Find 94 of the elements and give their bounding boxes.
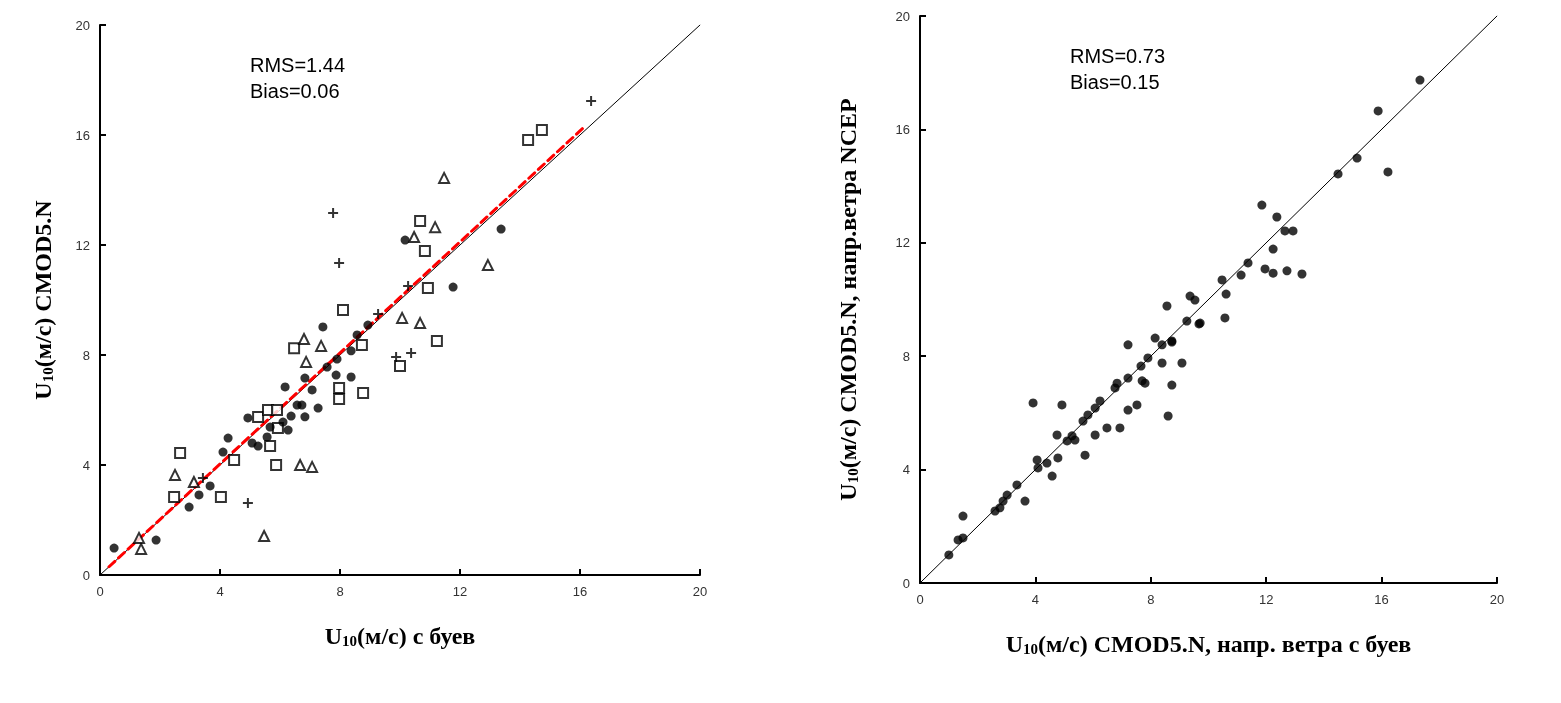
x-tick-label: 20 bbox=[692, 584, 708, 599]
point bbox=[214, 490, 227, 503]
point bbox=[223, 433, 233, 443]
y-axis-title: U10(м/с) CMOD5.N, напр.ветра NCEP bbox=[834, 98, 861, 501]
point bbox=[535, 124, 548, 137]
x-tick-label: 0 bbox=[96, 584, 104, 599]
point bbox=[174, 446, 187, 459]
point bbox=[109, 543, 119, 553]
annotation: RMS=0.73 bbox=[1070, 45, 1166, 67]
point bbox=[400, 235, 410, 245]
point bbox=[288, 342, 301, 355]
point bbox=[448, 282, 458, 292]
point bbox=[280, 382, 290, 392]
point bbox=[418, 245, 431, 258]
point bbox=[318, 322, 328, 332]
x-tick-label: 16 bbox=[1374, 592, 1389, 607]
y-tick-label: 4 bbox=[902, 462, 910, 478]
point bbox=[151, 535, 161, 545]
point bbox=[438, 171, 451, 184]
point bbox=[333, 382, 346, 394]
point bbox=[286, 411, 296, 421]
point bbox=[346, 372, 356, 382]
point bbox=[421, 281, 434, 294]
point bbox=[264, 440, 277, 453]
x-tick-label: 16 bbox=[572, 584, 588, 599]
point bbox=[228, 454, 241, 467]
x-tick-label: 4 bbox=[1031, 592, 1040, 607]
x-tick-label: 8 bbox=[1147, 592, 1155, 607]
point bbox=[333, 393, 346, 405]
x-tick-label: 12 bbox=[452, 584, 468, 599]
x-tick-label: 8 bbox=[336, 584, 344, 599]
point bbox=[243, 413, 253, 423]
point bbox=[205, 481, 215, 491]
y-tick-label: 4 bbox=[82, 457, 90, 473]
point bbox=[315, 339, 328, 352]
point bbox=[430, 334, 443, 347]
point bbox=[429, 221, 442, 234]
point bbox=[218, 447, 228, 457]
annotation: RMS=1.44 bbox=[250, 54, 346, 76]
x-axis-title: U10(м/с) CMOD5.N, напр. ветра с буев bbox=[1005, 630, 1412, 657]
point bbox=[331, 370, 341, 380]
point bbox=[271, 404, 283, 416]
y-tick-label: 20 bbox=[75, 17, 90, 33]
annotation: Bias=0.15 bbox=[1070, 71, 1160, 93]
y-tick-label: 12 bbox=[75, 237, 90, 253]
point bbox=[522, 133, 535, 146]
x-tick-label: 4 bbox=[216, 584, 224, 599]
point bbox=[322, 362, 332, 372]
point bbox=[357, 386, 370, 399]
point bbox=[300, 355, 313, 368]
y-tick-label: 12 bbox=[895, 235, 910, 251]
point bbox=[306, 460, 319, 473]
point bbox=[270, 459, 283, 471]
point bbox=[194, 490, 204, 500]
point bbox=[352, 330, 362, 340]
point bbox=[355, 339, 368, 352]
point bbox=[307, 385, 317, 395]
x-axis-title: U10(м/с) с буев bbox=[324, 622, 476, 649]
point bbox=[313, 403, 323, 413]
point bbox=[396, 311, 409, 324]
point bbox=[297, 400, 307, 410]
point bbox=[394, 360, 406, 372]
point bbox=[300, 373, 310, 383]
point bbox=[169, 468, 181, 481]
y-axis-title: U10(м/с) CMOD5.N bbox=[29, 199, 56, 400]
y-tick-label: 8 bbox=[82, 347, 90, 363]
y-tick-label: 20 bbox=[895, 8, 910, 24]
point bbox=[298, 333, 310, 346]
point bbox=[184, 502, 194, 512]
point bbox=[283, 425, 293, 435]
point bbox=[278, 417, 288, 427]
point bbox=[135, 542, 148, 555]
y-tick-label: 16 bbox=[75, 127, 90, 143]
point bbox=[332, 354, 342, 364]
point bbox=[262, 432, 272, 442]
point bbox=[133, 531, 145, 544]
point bbox=[247, 438, 257, 448]
x-tick-label: 20 bbox=[1489, 592, 1505, 607]
point bbox=[496, 224, 506, 234]
x-tick-label: 0 bbox=[916, 592, 924, 607]
point bbox=[346, 346, 356, 356]
point bbox=[258, 529, 271, 542]
point bbox=[168, 490, 181, 503]
point bbox=[265, 422, 275, 432]
point bbox=[363, 320, 373, 330]
point bbox=[300, 412, 310, 422]
x-tick-label: 12 bbox=[1258, 592, 1274, 607]
point bbox=[337, 303, 349, 316]
y-tick-label: 16 bbox=[895, 121, 910, 137]
point bbox=[252, 410, 265, 423]
y-tick-label: 8 bbox=[902, 348, 910, 364]
point bbox=[414, 215, 427, 228]
y-tick-label: 0 bbox=[82, 567, 90, 583]
annotation: Bias=0.06 bbox=[250, 80, 340, 102]
